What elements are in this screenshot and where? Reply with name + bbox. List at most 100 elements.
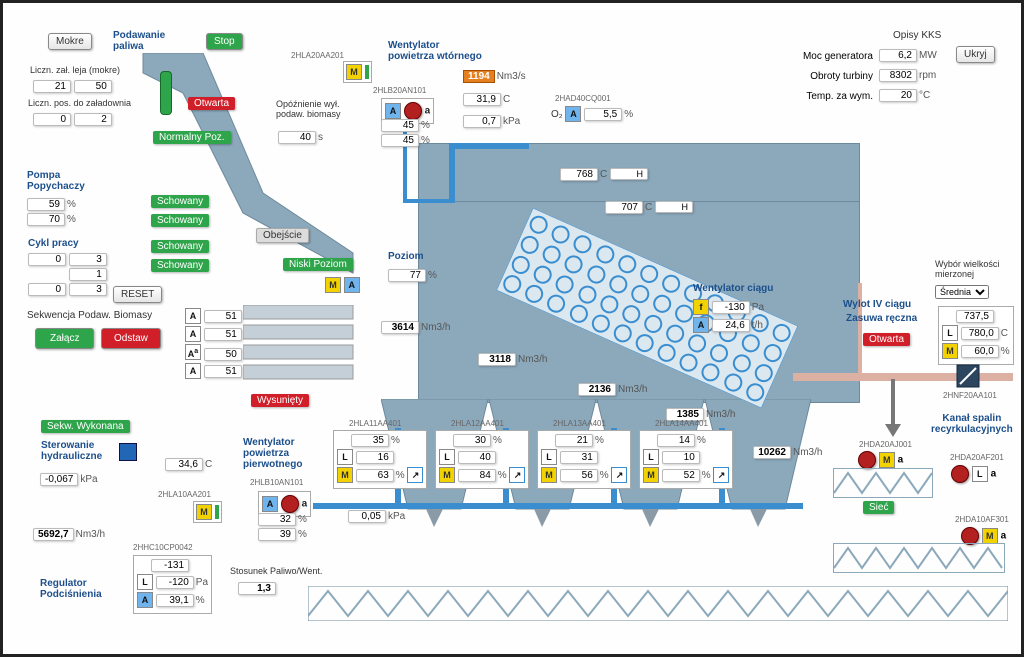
schowany-3: Schowany [151,240,209,253]
opoznienie-val: 40 [278,131,316,144]
hla20-tag: 2HLA20AA201 [291,51,344,60]
gt3: 2HLA13AA401 [553,419,606,428]
cykl-c3: 1 [69,268,107,281]
grate-block-1[interactable]: 35% L 16 M 63% ↗ [333,430,427,489]
wylot-l2: Zasuwa ręczna [846,313,917,324]
regulator-tag: 2HHC10CP0042 [133,543,193,552]
obroty-u: rpm [919,70,936,81]
pompa-p1: 59 [27,198,65,211]
ww-flowu: Nm3/s [497,71,526,82]
kanal-tag1: 2HDA20AJ001 [859,440,912,449]
g3v1: 21 [555,434,593,447]
wybor-label: Wybór wielkości mierzonej [935,259,999,279]
licznpos-2: 2 [74,113,112,126]
ww-a1: 45 [381,119,419,132]
hydr-icon[interactable] [119,443,137,461]
hydr-press: -0,067 [40,473,78,486]
obroty-val: 8302 [879,69,917,82]
went-pierw-tag: 2HLB10AN101 [250,478,303,487]
moc-u: MW [919,50,937,61]
licznzal-2: 50 [74,80,112,93]
reg-v1: -131 [151,559,189,572]
hydr-temp-u: C [205,459,212,470]
pompa-p2: 70 [27,213,65,226]
niski-poziom: Niski Poziom [283,258,353,271]
damper-icon[interactable] [955,363,981,392]
licznpos-label: Liczn. pos. do załadownia [28,98,131,108]
gflow4u: Nm3/h [706,409,735,420]
hydr-press-u: kPa [80,474,97,485]
pipe-sec-air-h [403,199,453,203]
wybor-block[interactable]: 737,5 L 780,0C M 60,0% [938,306,1014,365]
wybor-tag: 2HNF20AA101 [943,391,997,400]
moc-label: Moc generatora [763,51,873,62]
g2v1: 30 [453,434,491,447]
ft-2: 707 [605,201,643,214]
ukryj-button[interactable]: Ukryj [956,46,995,63]
ww-flow: 1194 [463,70,495,83]
wylot-otwarta: Otwarta [863,333,910,346]
reg-v2: -120 [156,576,194,589]
wp-a2: 39 [258,528,296,541]
recirc-fan-2[interactable]: L a [951,465,996,483]
sekw-label: Sekwencja Podaw. Biomasy [27,310,152,321]
primary-air-manifold [313,503,803,509]
ft-1: 768 [560,168,598,181]
hla20-device[interactable]: M [343,61,372,83]
niski-mode[interactable]: M A [325,277,360,293]
obejscie-status[interactable]: Obejście [256,228,309,243]
g4v3: 52 [662,469,700,482]
motor-icon-2 [281,495,299,513]
mokre-button[interactable]: Mokre [48,33,92,50]
otwarta-status: Otwarta [188,97,235,110]
opoznienie-unit: s [318,132,323,143]
reset-button[interactable]: RESET [113,286,162,303]
stosunek-label: Stosunek Paliwo/Went. [230,566,322,576]
tempza-label: Temp. za wym. [763,91,873,102]
recirc-fan-1[interactable]: M a [858,451,903,469]
hla10-device[interactable]: M [193,501,222,523]
o2-mode[interactable]: A [565,106,581,122]
motor-icon-3 [858,451,876,469]
ww-a1u: % [421,120,430,131]
schowany-1: Schowany [151,195,209,208]
odstaw-button[interactable]: Odstaw [101,328,161,349]
manifold-press: 0,05 [348,510,386,523]
ft-2u: C [645,202,652,213]
went-ciagu-label: Wentylator ciągu [693,283,773,294]
gflow3: 2136 [578,383,616,396]
g4v2: 10 [662,451,700,464]
wybor-select[interactable]: Średnia [935,285,989,299]
bottom-conveyor [308,586,1008,621]
kanal-tag3: 2HDA10AF301 [955,515,1009,524]
ww-temp: 31,9 [463,93,501,106]
fuel-level-icon [160,71,172,115]
opoznienie-label: Opóźnienie wył. podaw. biomasy [276,99,341,119]
ft-h1: H [610,168,648,180]
cykl-c1: 0 [28,253,66,266]
wp-a2u: % [298,529,307,540]
astack-3: 50 [204,348,242,361]
regulator-block[interactable]: -131 L -120Pa A 39,1% [133,555,212,614]
wp-a1: 32 [258,513,296,526]
poziom-label: Poziom [388,251,424,262]
zalacz-button[interactable]: Załącz [35,328,94,349]
grate-block-2[interactable]: 30% L 40 M 84% ↗ [435,430,529,489]
wc-f: -130 [712,301,750,314]
g1v3: 63 [356,469,394,482]
grate-block-4[interactable]: 14% L 10 M 52% ↗ [639,430,733,489]
o2-val: 5,5 [584,108,622,121]
cykl-label: Cykl pracy [28,238,79,249]
ft-h2: H [655,201,693,213]
hydr-flow-u: Nm3/h [76,529,105,540]
gflow2: 3118 [478,353,516,366]
stop-button[interactable]: Stop [206,33,243,50]
poziom-unit: % [428,270,437,281]
pompa-p2u: % [67,214,76,225]
licznpos-1: 0 [33,113,71,126]
reg-v3u: % [196,595,205,606]
astack-1: 51 [204,310,242,323]
wybor-select-wrap[interactable]: Średnia [935,285,989,299]
licznzal-label: Liczn. zał. leja (mokre) [30,65,120,75]
grate-block-3[interactable]: 21% L 31 M 56% ↗ [537,430,631,489]
